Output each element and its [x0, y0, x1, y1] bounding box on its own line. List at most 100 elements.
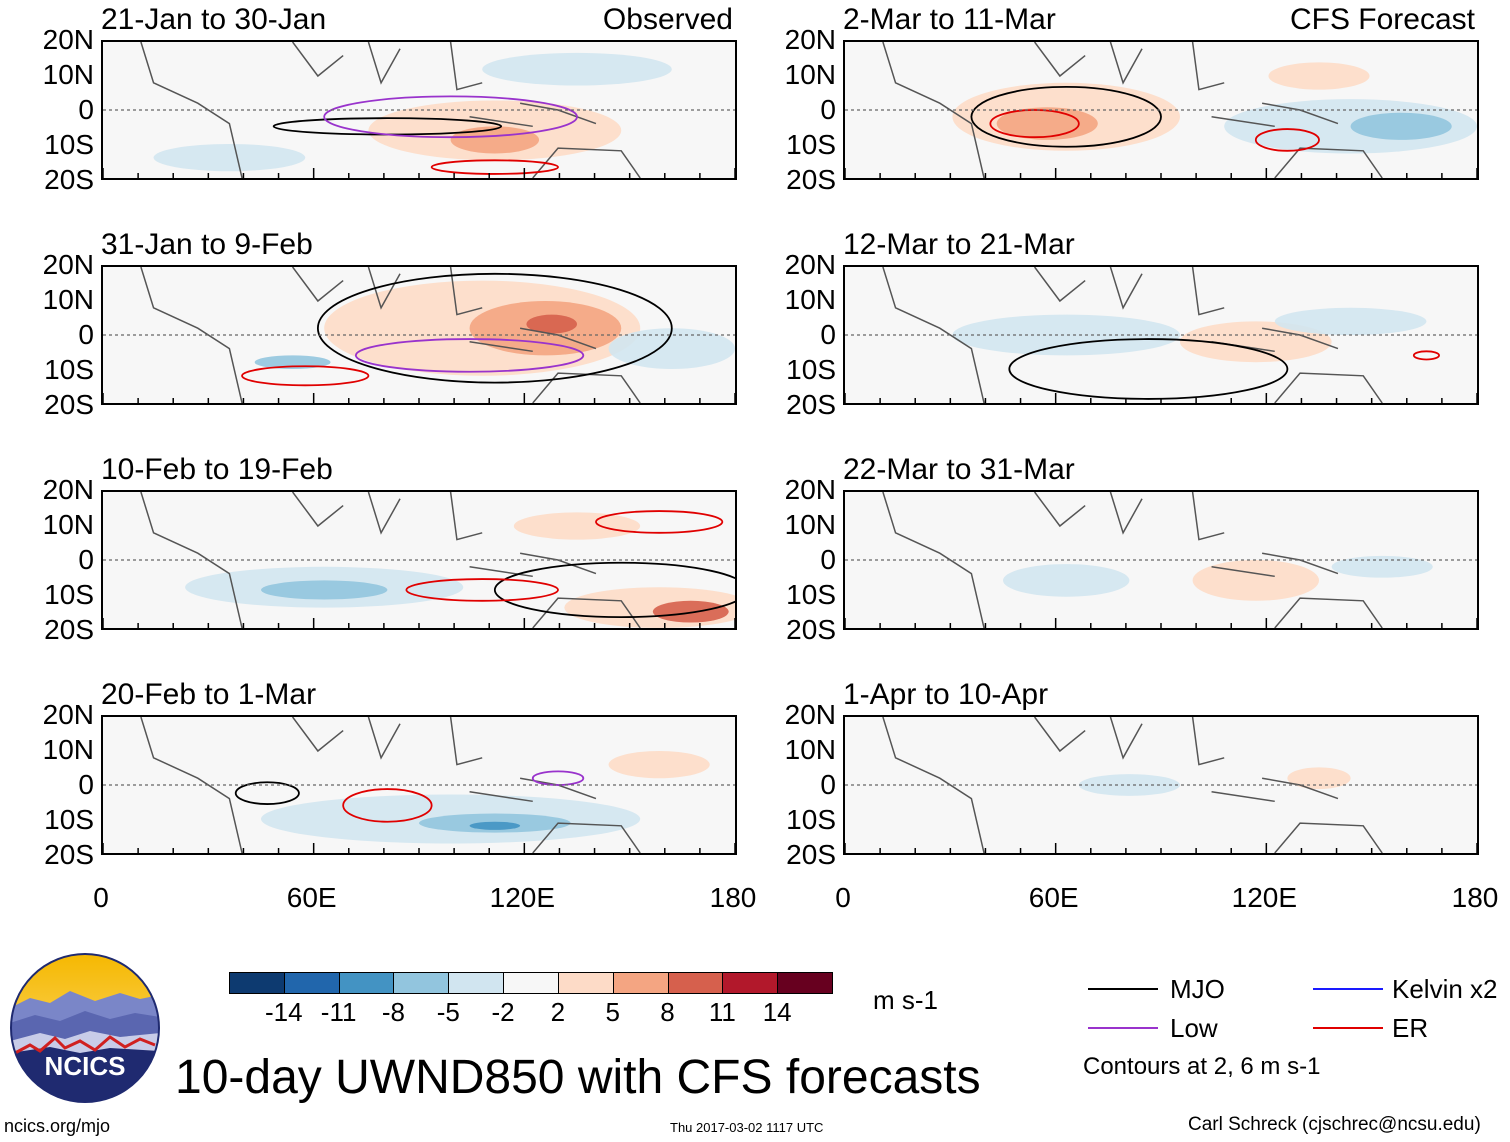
y-tick-label: 0: [78, 94, 94, 125]
footer-timestamp: Thu 2017-03-02 1117 UTC: [670, 1120, 824, 1135]
colorbar-swatch: [283, 972, 340, 994]
ncics-logo: NCICS: [10, 953, 160, 1103]
y-tick-label: 20N: [784, 474, 836, 505]
map-panel-observed-4: [101, 715, 737, 855]
map-panel-forecast-2: [843, 265, 1479, 405]
panel-title: 21-Jan to 30-Jan: [101, 3, 327, 36]
map-panel-observed-2: [101, 265, 737, 405]
colorbar-tick-label: 2: [550, 997, 566, 1027]
panel-title: 10-Feb to 19-Feb: [101, 453, 333, 486]
footer-author: Carl Schreck (cjschrec@ncsu.edu): [1188, 1114, 1481, 1135]
y-tick-label: 20S: [786, 839, 836, 870]
map-field: [845, 717, 1477, 853]
colorbar-swatch: [393, 972, 450, 994]
coastline: [140, 717, 641, 853]
shading-2: [526, 314, 577, 334]
panel-tag: CFS Forecast: [1289, 3, 1475, 36]
colorbar-swatch: [777, 972, 833, 994]
shading-2: [1331, 555, 1433, 578]
colorbar-swatch: [612, 972, 669, 994]
y-tick-label: 10S: [786, 579, 836, 610]
map-panel-observed-1: [101, 40, 737, 180]
shading-3: [1350, 112, 1452, 140]
colorbar-swatch: [667, 972, 724, 994]
colorbar-swatch: [557, 972, 614, 994]
legend-label: Kelvin x2: [1392, 974, 1498, 1004]
panel-title: 1-Apr to 10-Apr: [843, 678, 1049, 711]
shading-1: [261, 580, 388, 600]
y-tick-label: 0: [78, 544, 94, 575]
y-tick-label: 20S: [44, 389, 94, 420]
y-tick-label: 20S: [44, 614, 94, 645]
panel-title: 2-Mar to 11-Mar: [843, 3, 1056, 36]
coastline: [882, 717, 1383, 853]
colorbar-tick-label: 14: [762, 997, 792, 1027]
contour-1: [342, 788, 433, 823]
legend-line-er: [1313, 1027, 1383, 1029]
y-tick-label: 10N: [42, 59, 94, 90]
colorbar-tick-label: -11: [320, 997, 357, 1027]
legend-label: ER: [1392, 1013, 1429, 1043]
colorbar-swatch: [229, 972, 285, 994]
footer-url[interactable]: ncics.org/mjo: [4, 1116, 111, 1136]
colorbar-tick-label: -5: [436, 997, 460, 1027]
x-tick-label: 180: [1451, 882, 1499, 913]
legend-label: Low: [1170, 1013, 1218, 1043]
colorbar-swatch: [503, 972, 559, 994]
map-field: [103, 42, 735, 178]
coastline: [140, 267, 641, 403]
contour-1: [989, 109, 1080, 139]
legend-label: MJO: [1170, 974, 1225, 1004]
map-panel-forecast-1: [843, 40, 1479, 180]
y-tick-label: 10S: [786, 129, 836, 160]
y-tick-label: 0: [78, 769, 94, 800]
panel-title: 12-Mar to 21-Mar: [843, 228, 1075, 261]
colorbar-units: m s-1: [873, 985, 938, 1015]
y-tick-label: 0: [78, 319, 94, 350]
shading-4: [513, 512, 641, 540]
map-field: [103, 492, 735, 628]
colorbar-swatch: [722, 972, 779, 994]
map-panel-forecast-4: [843, 715, 1479, 855]
y-tick-label: 20N: [42, 699, 94, 730]
y-tick-label: 20S: [44, 839, 94, 870]
y-tick-label: 20N: [784, 699, 836, 730]
shading-0: [1003, 564, 1130, 597]
contour-0: [234, 781, 300, 805]
legend-line-low: [1088, 1027, 1158, 1029]
legend-line-mjo: [1088, 988, 1158, 990]
x-tick-label: 180: [709, 882, 757, 913]
y-tick-label: 0: [820, 94, 836, 125]
y-tick-label: 20S: [44, 164, 94, 195]
contour-2: [1254, 128, 1320, 152]
panel-title: 22-Mar to 31-Mar: [843, 453, 1075, 486]
y-tick-label: 20N: [784, 24, 836, 55]
colorbar-swatch: [338, 972, 395, 994]
shading-3: [608, 751, 710, 779]
coastline: [882, 42, 1383, 178]
shading-2: [482, 52, 672, 86]
y-tick-label: 10N: [42, 284, 94, 315]
y-tick-label: 10N: [784, 509, 836, 540]
shading-3: [153, 144, 306, 172]
contour-1: [1412, 350, 1440, 361]
colorbar-tick-label: 8: [660, 997, 675, 1027]
y-tick-label: 10N: [784, 59, 836, 90]
shading-3: [652, 600, 729, 623]
y-tick-label: 20N: [42, 474, 94, 505]
map-field: [103, 267, 735, 403]
contour-0: [493, 561, 735, 619]
map-panel-observed-3: [101, 490, 737, 630]
colorbar-tick-label: 11: [708, 997, 736, 1027]
coastline: [140, 42, 641, 178]
y-tick-label: 10S: [44, 579, 94, 610]
logo-text: NCICS: [45, 1051, 126, 1081]
shading-2: [1274, 307, 1427, 335]
map-field: [103, 717, 735, 853]
y-tick-label: 20N: [42, 249, 94, 280]
x-tick-label: 60E: [1028, 882, 1079, 913]
y-tick-label: 10N: [784, 284, 836, 315]
x-tick-label: 60E: [286, 882, 337, 913]
chart-title: 10-day UWND850 with CFS forecasts: [175, 1051, 981, 1104]
colorbar-swatch: [448, 972, 505, 994]
